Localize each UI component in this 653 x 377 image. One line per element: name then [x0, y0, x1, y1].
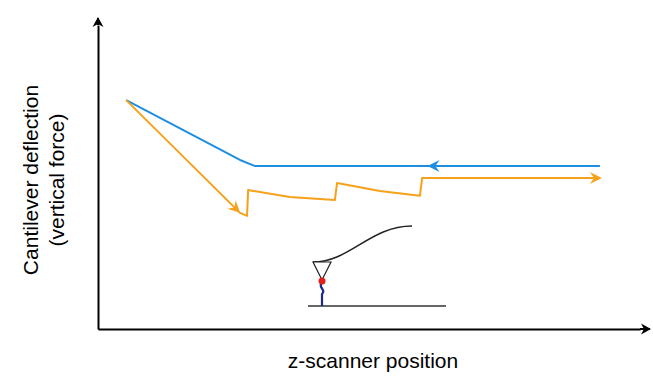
- plot: [93, 17, 652, 335]
- x-axis-line: [99, 329, 641, 331]
- y-axis: [98, 26, 99, 330]
- y-axis-title: Cantilever deflection(vertical force): [19, 85, 68, 275]
- series-group: [126, 100, 602, 216]
- direction-arrowhead: [428, 160, 440, 172]
- cantilever-sketch: [308, 226, 446, 306]
- direction-arrowhead: [590, 172, 602, 184]
- attachment-point: [319, 278, 326, 285]
- axis-arrowhead: [93, 17, 104, 27]
- axis-arrowhead: [641, 324, 651, 335]
- substrate: [308, 305, 446, 307]
- chart: z-scanner position Cantilever deflection(…: [0, 0, 653, 377]
- cantilever: [313, 226, 412, 262]
- direction-arrowhead: [227, 200, 240, 213]
- tip: [313, 262, 331, 280]
- y-axis-title-line: Cantilever deflection: [19, 85, 42, 275]
- series-line: [126, 100, 600, 166]
- y-axis-line: [98, 26, 100, 330]
- series-line: [126, 100, 600, 216]
- x-axis-title: z-scanner position: [288, 349, 458, 372]
- x-axis: [99, 329, 641, 330]
- molecule: [321, 283, 324, 306]
- y-axis-title-line: (vertical force): [45, 113, 68, 246]
